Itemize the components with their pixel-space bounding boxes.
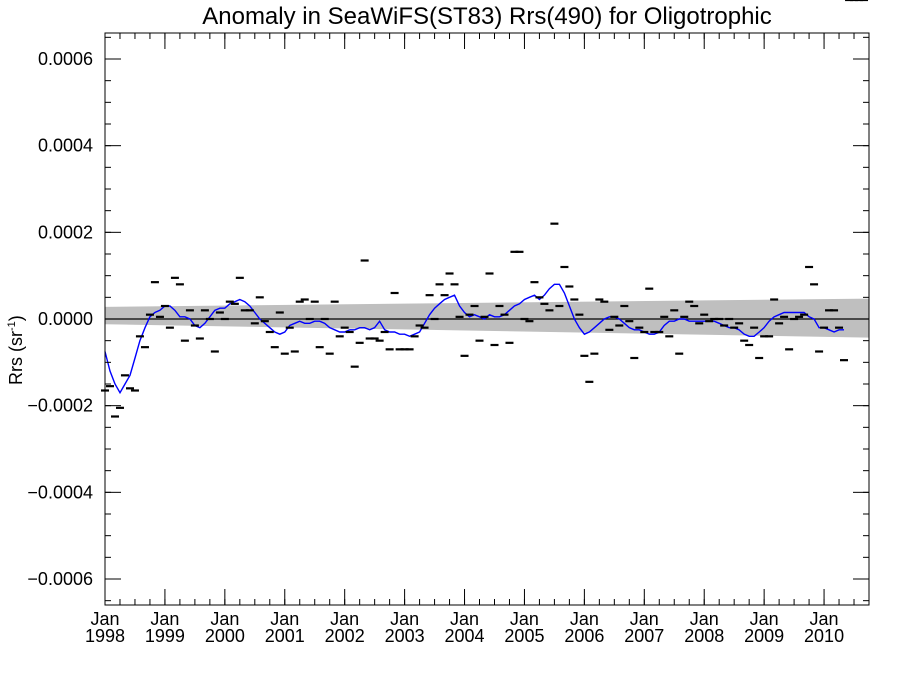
x-tick-label-year: 1999 xyxy=(145,626,185,646)
x-tick-label-year: 2007 xyxy=(624,626,664,646)
x-tick-label-month: Jan xyxy=(450,609,479,629)
x-tick-label-year: 1998 xyxy=(85,626,125,646)
y-tick-label: 0.0002 xyxy=(38,222,93,242)
running-mean-layer xyxy=(104,283,844,395)
x-tick-label-year: 2009 xyxy=(744,626,784,646)
y-tick-label: 0.0006 xyxy=(38,49,93,69)
running-mean-line xyxy=(104,283,844,395)
x-tick-label-year: 2010 xyxy=(804,626,844,646)
y-tick-label: 0.0004 xyxy=(38,136,93,156)
chart-title: Anomaly in SeaWiFS(ST83) Rrs(490) for Ol… xyxy=(202,3,772,30)
monthly-anomaly-layer xyxy=(101,0,869,418)
x-tick-label-year: 2002 xyxy=(325,626,365,646)
confidence-band xyxy=(105,298,869,338)
x-tick-label-month: Jan xyxy=(210,609,239,629)
x-tick-label-year: 2006 xyxy=(564,626,604,646)
axes-layer xyxy=(104,32,870,606)
tick-label-layer: −0.0006 −0.0004 −0.0002 0.0000 0.0002 0.0004 0… xyxy=(27,49,844,646)
x-tick-label-month: Jan xyxy=(510,609,539,629)
x-tick-label-year: 2008 xyxy=(684,626,724,646)
x-tick-label-year: 2001 xyxy=(265,626,305,646)
x-tick-label-month: Jan xyxy=(690,609,719,629)
y-tick-label: −0.0004 xyxy=(27,482,93,502)
x-tick-label-year: 2004 xyxy=(445,626,485,646)
x-tick-label-year: 2005 xyxy=(504,626,544,646)
x-tick-label-year: 2003 xyxy=(385,626,425,646)
x-tick-label-month: Jan xyxy=(570,609,599,629)
x-tick-label-month: Jan xyxy=(150,609,179,629)
y-tick-label: −0.0002 xyxy=(27,396,93,416)
x-tick-label-month: Jan xyxy=(750,609,779,629)
x-tick-label-month: Jan xyxy=(330,609,359,629)
x-tick-label-year: 2000 xyxy=(205,626,245,646)
x-tick-label-month: Jan xyxy=(630,609,659,629)
x-tick-label-month: Jan xyxy=(270,609,299,629)
y-tick-label: 0.0000 xyxy=(38,309,93,329)
x-tick-label-month: Jan xyxy=(90,609,119,629)
confidence-band-layer xyxy=(105,298,869,338)
y-tick-label: −0.0006 xyxy=(27,569,93,589)
x-tick-label-month: Jan xyxy=(810,609,839,629)
x-tick-label-month: Jan xyxy=(390,609,419,629)
